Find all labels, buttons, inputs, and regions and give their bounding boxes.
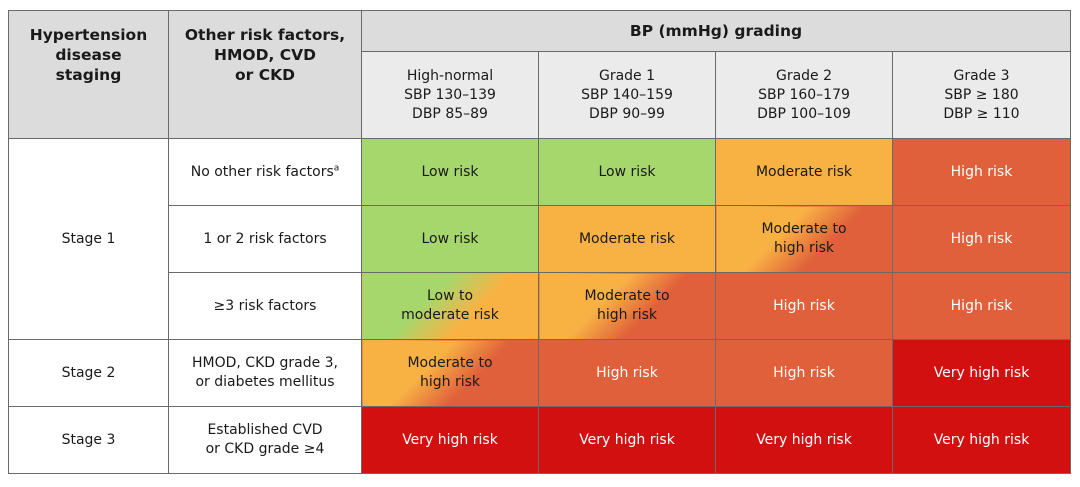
header-grade-1: Grade 1 SBP 140–159 DBP 90–99 <box>538 51 716 139</box>
risk-cell: Very high risk <box>715 406 893 474</box>
risk-cell: High risk <box>892 138 1071 206</box>
table-row: Stage 1 No other risk factorsa Low risk … <box>8 138 1071 340</box>
stage-2-label: Stage 2 <box>8 339 169 407</box>
risk-cell: Moderate to high risk <box>715 205 893 273</box>
risk-cell: Low to moderate risk <box>361 272 539 340</box>
risk-cell: High risk <box>538 339 716 407</box>
risk-factor-1-2: 1 or 2 risk factors <box>168 205 362 273</box>
risk-factor-3-plus: ≥3 risk factors <box>168 272 362 340</box>
risk-cell: Very high risk <box>892 406 1071 474</box>
header-bp-grading: BP (mmHg) grading <box>361 10 1071 52</box>
risk-cell: High risk <box>892 205 1071 273</box>
header-staging: Hypertension disease staging <box>8 10 169 139</box>
risk-cell: Very high risk <box>892 339 1071 407</box>
risk-cell: Moderate to high risk <box>538 272 716 340</box>
risk-factor-hmod: HMOD, CKD grade 3, or diabetes mellitus <box>168 339 362 407</box>
table-row: 1 or 2 risk factors Low risk Moderate ri… <box>9 205 1071 273</box>
header-grade-3: Grade 3 SBP ≥ 180 DBP ≥ 110 <box>892 51 1071 139</box>
risk-cell: Moderate to high risk <box>361 339 539 407</box>
risk-cell: Low risk <box>538 138 716 206</box>
header-grade-2: Grade 2 SBP 160–179 DBP 100–109 <box>715 51 893 139</box>
risk-cell: High risk <box>715 272 893 340</box>
risk-cell: Low risk <box>361 205 539 273</box>
risk-cell: High risk <box>892 272 1071 340</box>
hypertension-risk-table: Hypertension disease staging Other risk … <box>8 10 1071 474</box>
table-row: Stage 3 Established CVD or CKD grade ≥4 … <box>8 406 1071 474</box>
risk-factor-cvd: Established CVD or CKD grade ≥4 <box>168 406 362 474</box>
table-row: ≥3 risk factors Low to moderate risk Mod… <box>9 272 1071 340</box>
risk-factor-none: No other risk factorsa <box>168 138 362 206</box>
header-risk-factors: Other risk factors, HMOD, CVD or CKD <box>168 10 362 139</box>
header-high-normal: High-normal SBP 130–139 DBP 85–89 <box>361 51 539 139</box>
table-row: Stage 2 HMOD, CKD grade 3, or diabetes m… <box>8 339 1071 407</box>
risk-cell: Low risk <box>361 138 539 206</box>
risk-cell: Very high risk <box>538 406 716 474</box>
risk-cell: Moderate risk <box>538 205 716 273</box>
risk-cell: High risk <box>715 339 893 407</box>
risk-cell: Moderate risk <box>715 138 893 206</box>
stage-3-label: Stage 3 <box>8 406 169 474</box>
stage-1-label: Stage 1 <box>8 138 169 340</box>
risk-cell: Very high risk <box>361 406 539 474</box>
